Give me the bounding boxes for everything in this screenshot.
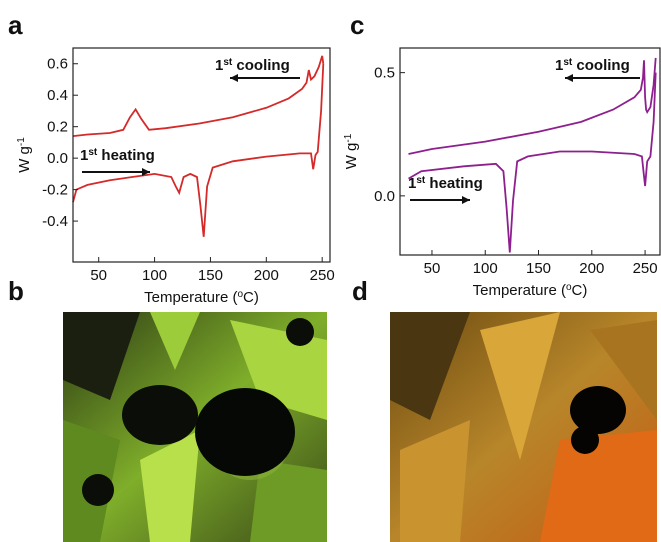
annotation-part: 1 — [80, 147, 88, 164]
x-tick-label: 50 — [90, 267, 107, 284]
plot-frame — [72, 47, 331, 263]
plot-frame — [399, 47, 661, 256]
x-axis-label-part: o — [237, 289, 243, 300]
annotation: 1st cooling — [555, 57, 630, 75]
panel-label: d — [352, 276, 368, 306]
y-axis-label-part: -1 — [343, 133, 354, 142]
arrow-head — [462, 196, 470, 204]
annotation-part: st — [88, 147, 98, 158]
arrow-head — [565, 74, 573, 82]
annotation-part: 1 — [215, 57, 223, 74]
annotation-part: st — [416, 175, 426, 186]
annotation-part: 1 — [555, 57, 563, 74]
x-axis-label-part: C) — [243, 289, 259, 306]
y-axis-label-part: W g — [343, 143, 360, 170]
annotation-part: 1 — [408, 175, 416, 192]
arrow-head — [230, 74, 238, 82]
y-tick-label: 0.6 — [47, 56, 68, 73]
annotation-part: heating — [97, 147, 155, 164]
x-tick-label: 250 — [633, 260, 658, 277]
annotation-part: cooling — [232, 57, 290, 74]
x-tick-label: 150 — [198, 267, 223, 284]
x-tick-label: 150 — [526, 260, 551, 277]
data-line — [408, 72, 657, 253]
x-axis-label-part: o — [566, 282, 572, 293]
y-tick-label: 0.0 — [47, 150, 68, 167]
y-axis-label-part: -1 — [16, 137, 27, 146]
x-axis-label: Temperature (oC) — [473, 282, 588, 300]
x-tick-label: 100 — [142, 267, 167, 284]
x-tick-label: 200 — [254, 267, 279, 284]
annotation-part: cooling — [572, 57, 630, 74]
y-tick-label: 0.0 — [374, 188, 395, 205]
y-axis-label-part: W g — [16, 146, 33, 173]
y-tick-label: -0.4 — [42, 213, 68, 230]
panel-label: a — [8, 10, 23, 40]
y-tick-label: 0.5 — [374, 65, 395, 82]
annotation: 1st cooling — [215, 57, 290, 75]
annotation: 1st heating — [80, 147, 155, 165]
annotation-part: heating — [425, 175, 483, 192]
panel-label: c — [350, 10, 364, 40]
x-axis-label-part: Temperature ( — [144, 289, 237, 306]
y-axis-label: W g-1 — [16, 137, 34, 173]
panel-label: b — [8, 276, 24, 306]
data-line — [408, 57, 657, 155]
x-tick-label: 100 — [473, 260, 498, 277]
annotation-part: st — [223, 57, 233, 68]
x-tick-label: 250 — [310, 267, 335, 284]
annotation: 1st heating — [408, 175, 483, 193]
x-axis-label-part: C) — [572, 282, 588, 299]
data-line — [72, 63, 325, 237]
micrograph-b — [63, 312, 327, 542]
y-tick-label: -0.2 — [42, 182, 68, 199]
x-axis-label-part: Temperature ( — [473, 282, 566, 299]
micrograph-d — [390, 312, 657, 542]
annotation-part: st — [563, 57, 573, 68]
x-axis-label: Temperature (oC) — [144, 289, 259, 307]
y-axis-label: W g-1 — [343, 133, 361, 169]
arrow-head — [142, 168, 150, 176]
data-line — [72, 55, 325, 137]
y-tick-label: 0.2 — [47, 119, 68, 136]
x-tick-label: 200 — [579, 260, 604, 277]
y-tick-label: 0.4 — [47, 87, 68, 104]
x-tick-label: 50 — [424, 260, 441, 277]
